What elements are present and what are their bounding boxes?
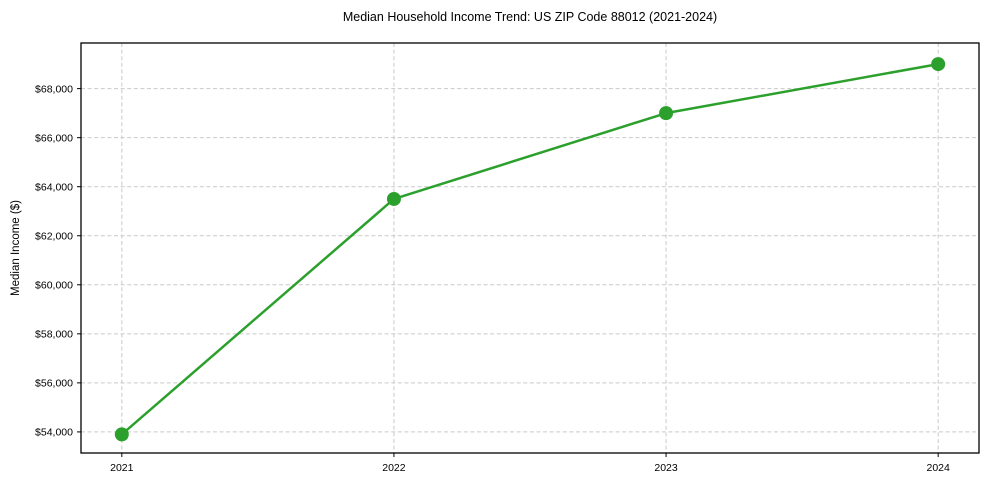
y-tick-label: $58,000 bbox=[35, 329, 73, 341]
plot-area: $54,000 $56,000 $58,000 $60,000 $62,000 $64,0… bbox=[35, 42, 980, 474]
data-point-marker bbox=[931, 57, 946, 72]
y-tick-label: $66,000 bbox=[35, 132, 73, 144]
x-tick-label: 2022 bbox=[382, 462, 406, 474]
y-tick-label: $68,000 bbox=[35, 83, 73, 95]
data-point-marker bbox=[386, 191, 401, 206]
y-axis-label: Median Income ($) bbox=[10, 200, 22, 296]
x-tick-label: 2024 bbox=[927, 462, 951, 474]
trend-line bbox=[120, 62, 940, 436]
y-tick-label: $60,000 bbox=[35, 280, 73, 292]
data-point-marker bbox=[114, 427, 129, 442]
plot-border bbox=[80, 42, 980, 454]
y-tick-label: $54,000 bbox=[35, 427, 73, 439]
chart-title: Median Household Income Trend: US ZIP Co… bbox=[343, 10, 717, 24]
x-tick-label: 2021 bbox=[110, 462, 134, 474]
y-tick-label: $64,000 bbox=[35, 181, 73, 193]
data-point-marker bbox=[659, 106, 674, 121]
y-tick-label: $62,000 bbox=[35, 231, 73, 243]
x-tick-label: 2023 bbox=[654, 462, 678, 474]
y-tick-label: $56,000 bbox=[35, 378, 73, 390]
